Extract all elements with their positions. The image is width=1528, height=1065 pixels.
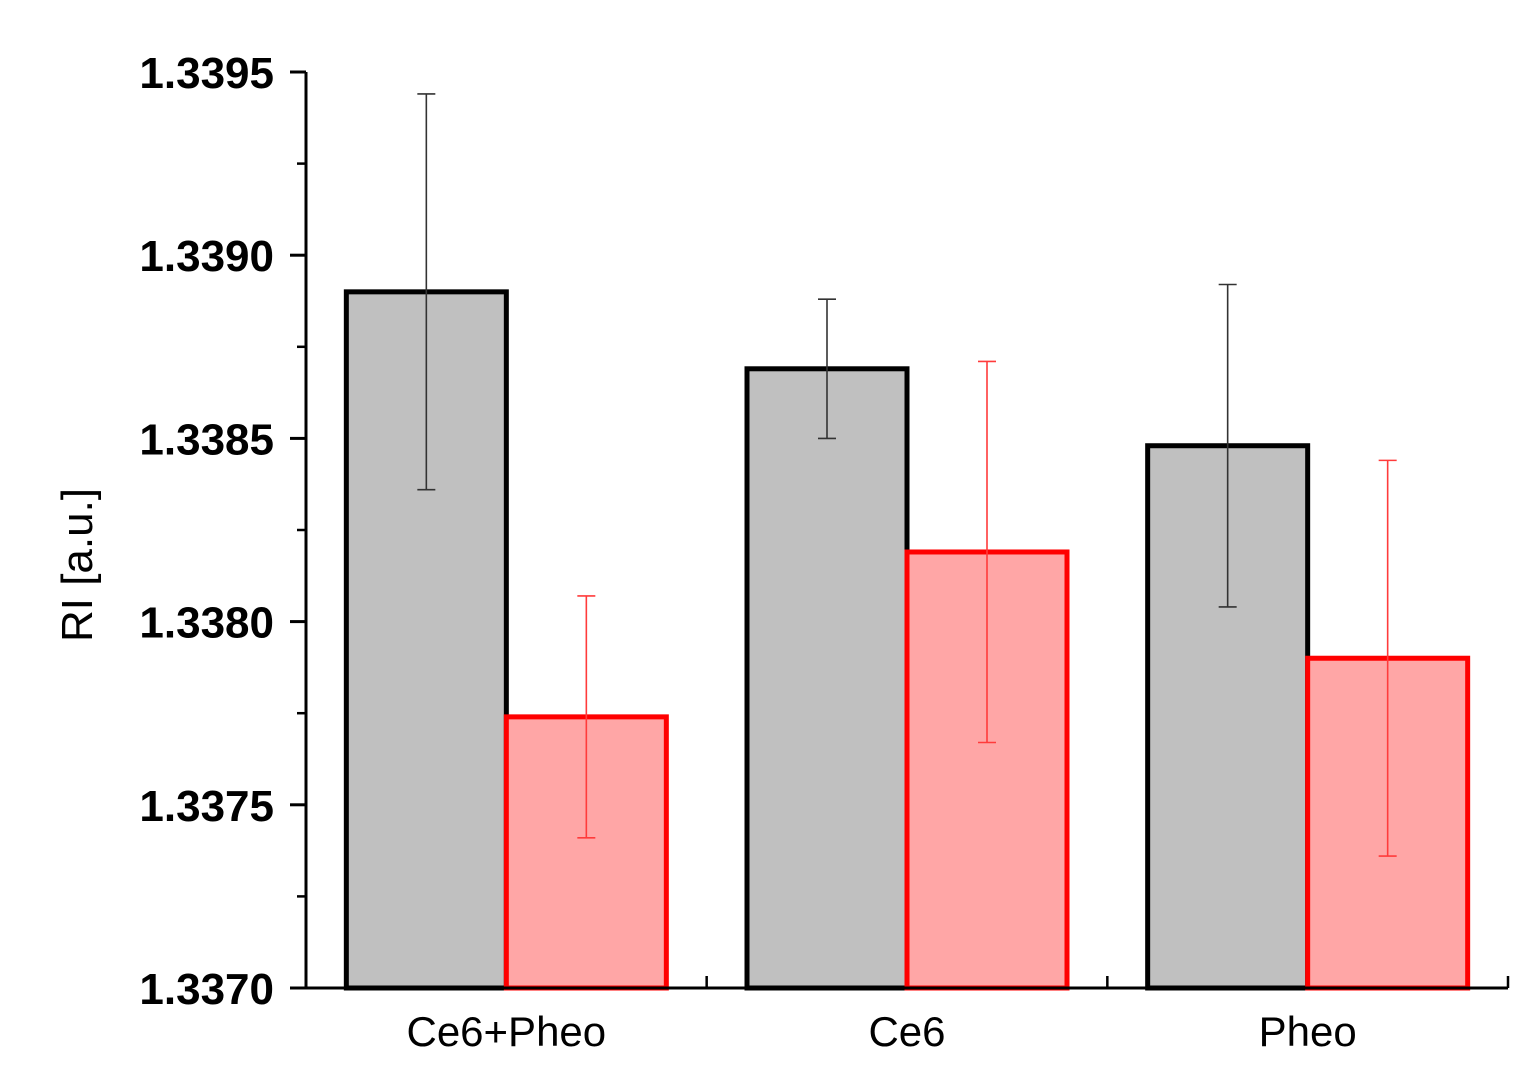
x-tick-label-3: Pheo [1259,1008,1357,1055]
y-tick-label-4: 1.3385 [139,415,274,464]
error-bars-layer [417,93,1397,857]
x-tick-label-1: Ce6+Pheo [406,1008,606,1055]
y-axis-title: RI [a.u.] [53,488,102,642]
y-tick-label-3: 1.3380 [139,599,274,648]
bar-series-1-2 [744,366,910,991]
axes-layer: 1.3370 1.3375 1.3380 1.3385 1.3390 1.3395 Ce6+… [139,49,1510,1055]
y-tick-label-1: 1.3370 [139,965,274,1014]
y-tick-label-2: 1.3375 [139,782,274,831]
y-tick-label-5: 1.3390 [139,232,274,281]
y-tick-label-6: 1.3395 [139,49,274,98]
x-tick-label-2: Ce6 [868,1008,945,1055]
bars-layer [343,289,1471,991]
